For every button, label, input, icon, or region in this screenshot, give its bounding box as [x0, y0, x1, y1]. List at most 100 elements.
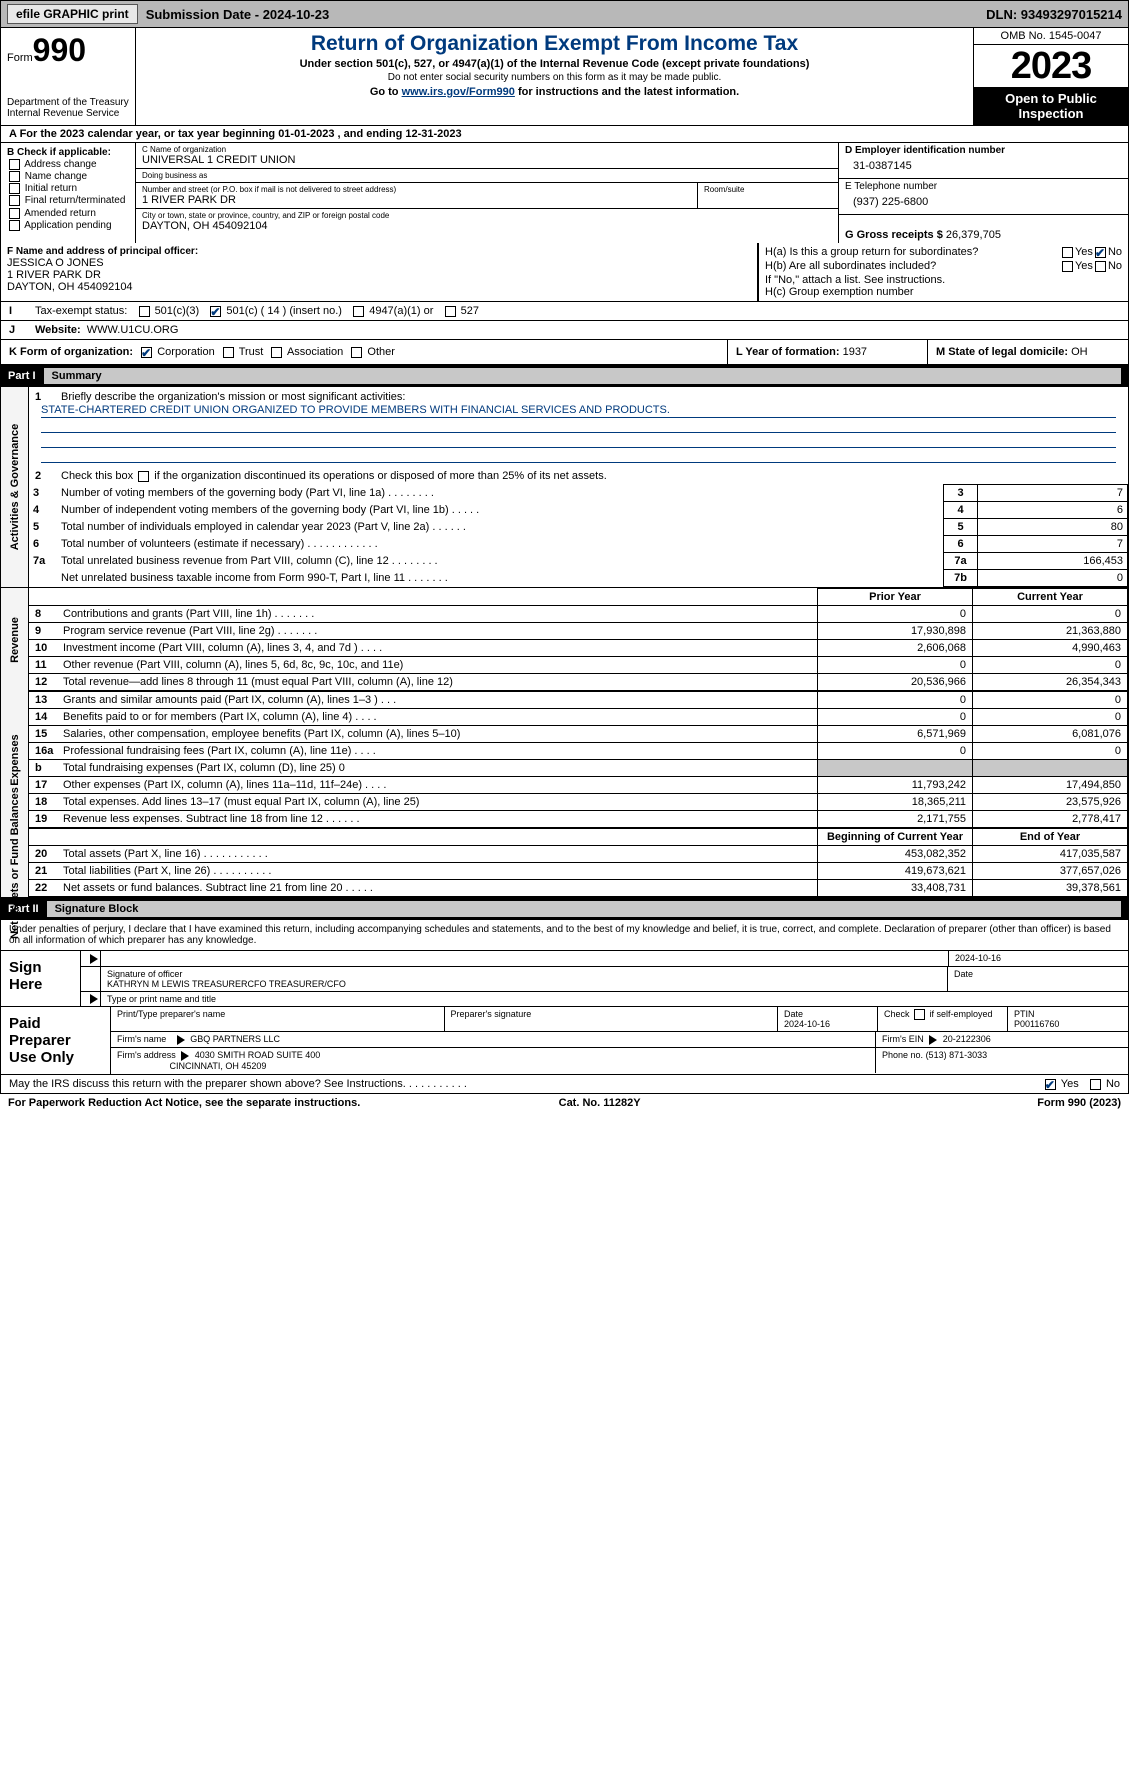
line-1-num: 1: [35, 391, 61, 403]
line-text: Total unrelated business revenue from Pa…: [57, 553, 944, 570]
prior-value: 6,571,969: [818, 726, 973, 743]
line-row: 9Program service revenue (Part VIII, lin…: [29, 623, 818, 640]
line-box: 3: [944, 485, 978, 502]
hb-yes[interactable]: [1062, 261, 1073, 272]
firm-name: GBQ PARTNERS LLC: [190, 1034, 280, 1044]
ha-label: H(a) Is this a group return for subordin…: [765, 246, 1060, 258]
org-name: UNIVERSAL 1 CREDIT UNION: [142, 154, 832, 166]
line-box: 4: [944, 502, 978, 519]
check-corp[interactable]: [141, 347, 152, 358]
perjury-declaration: Under penalties of perjury, I declare th…: [0, 920, 1129, 950]
ha-no[interactable]: [1095, 247, 1106, 258]
website-value: WWW.U1CU.ORG: [87, 324, 179, 336]
gross-value: 26,379,705: [946, 229, 1001, 241]
prior-value: 0: [818, 692, 973, 709]
line-row: 16aProfessional fundraising fees (Part I…: [29, 743, 818, 760]
efile-button[interactable]: efile GRAPHIC print: [7, 4, 138, 24]
line-value: 0: [978, 570, 1128, 587]
check-initial-return[interactable]: Initial return: [7, 183, 129, 194]
line-value: 166,453: [978, 553, 1128, 570]
check-trust[interactable]: [223, 347, 234, 358]
check-amended[interactable]: Amended return: [7, 208, 129, 219]
prior-value: 2,606,068: [818, 640, 973, 657]
current-value: 4,990,463: [973, 640, 1128, 657]
discuss-yes[interactable]: [1045, 1079, 1056, 1090]
hb-label: H(b) Are all subordinates included?: [765, 260, 1060, 272]
line-2-num: 2: [35, 470, 61, 482]
check-app-pending[interactable]: Application pending: [7, 220, 129, 231]
cat-no: Cat. No. 11282Y: [559, 1097, 641, 1109]
current-value: 21,363,880: [973, 623, 1128, 640]
line-row: 11Other revenue (Part VIII, column (A), …: [29, 657, 818, 674]
check-assoc[interactable]: [271, 347, 282, 358]
room-label: Room/suite: [704, 185, 832, 194]
ptin-value: P00116760: [1014, 1019, 1059, 1029]
section-deg: D Employer identification number 31-0387…: [838, 143, 1128, 243]
bcy-hdr: Beginning of Current Year: [818, 829, 973, 846]
ha-yes[interactable]: [1062, 247, 1073, 258]
b-header: B Check if applicable:: [7, 147, 129, 158]
current-value: 377,657,026: [973, 863, 1128, 880]
line-row: 17Other expenses (Part IX, column (A), l…: [29, 777, 818, 794]
ein-label: D Employer identification number: [845, 145, 1122, 156]
section-k: K Form of organization: Corporation Trus…: [1, 340, 728, 364]
irs-label: Internal Revenue Service: [7, 108, 129, 119]
hb-no[interactable]: [1095, 261, 1106, 272]
section-h: H(a) Is this a group return for subordin…: [758, 243, 1128, 301]
ssn-note: Do not enter social security numbers on …: [144, 72, 965, 83]
pra-notice: For Paperwork Reduction Act Notice, see …: [8, 1097, 360, 1109]
firm-addr2: CINCINNATI, OH 45209: [170, 1061, 267, 1071]
line-text: Net unrelated business taxable income fr…: [57, 570, 944, 587]
prior-value: 2,171,755: [818, 811, 973, 828]
line-value: 6: [978, 502, 1128, 519]
form-subtitle: Under section 501(c), 527, or 4947(a)(1)…: [144, 58, 965, 70]
prior-year-hdr: Prior Year: [818, 589, 973, 606]
form-title: Return of Organization Exempt From Incom…: [144, 32, 965, 56]
current-value: 26,354,343: [973, 674, 1128, 691]
net-assets-table: Beginning of Current YearEnd of Year 20T…: [29, 828, 1128, 897]
city-label: City or town, state or province, country…: [142, 211, 832, 220]
line-num: 6: [29, 536, 57, 553]
irs-link[interactable]: www.irs.gov/Form990: [402, 86, 515, 98]
dept-treasury: Department of the Treasury: [7, 97, 129, 108]
phone-value: (937) 225-6800: [845, 192, 1122, 212]
current-value: 6,081,076: [973, 726, 1128, 743]
prior-value: 33,408,731: [818, 880, 973, 897]
current-value: 0: [973, 743, 1128, 760]
current-value: 17,494,850: [973, 777, 1128, 794]
line-value: 7: [978, 536, 1128, 553]
line-box: 7b: [944, 570, 978, 587]
check-4947[interactable]: [353, 306, 364, 317]
check-501c[interactable]: [210, 306, 221, 317]
section-m: M State of legal domicile: OH: [928, 340, 1128, 364]
line-num: 5: [29, 519, 57, 536]
current-value: 417,035,587: [973, 846, 1128, 863]
vtab-revenue: Revenue: [1, 588, 29, 691]
current-value: 2,778,417: [973, 811, 1128, 828]
instructions-link: Go to www.irs.gov/Form990 for instructio…: [144, 86, 965, 98]
prep-sig-label: Preparer's signature: [445, 1007, 779, 1031]
type-name-label: Type or print name and title: [101, 992, 1128, 1007]
section-b: B Check if applicable: Address change Na…: [1, 143, 136, 243]
tax-year: 2023: [974, 45, 1128, 87]
submission-date: Submission Date - 2024-10-23: [146, 7, 330, 22]
check-name-change[interactable]: Name change: [7, 171, 129, 182]
firm-phone: (513) 871-3033: [926, 1050, 988, 1060]
section-l: L Year of formation: 1937: [728, 340, 928, 364]
mission-text: STATE-CHARTERED CREDIT UNION ORGANIZED T…: [41, 404, 1116, 418]
check-final-return[interactable]: Final return/terminated: [7, 195, 129, 206]
check-527[interactable]: [445, 306, 456, 317]
prior-value: 419,673,621: [818, 863, 973, 880]
form-number: Form990: [7, 32, 129, 69]
line-row: 19Revenue less expenses. Subtract line 1…: [29, 811, 818, 828]
check-other[interactable]: [351, 347, 362, 358]
prior-value: 0: [818, 709, 973, 726]
line-box: 5: [944, 519, 978, 536]
cell-grey: [818, 760, 973, 777]
check-501c3[interactable]: [139, 306, 150, 317]
check-discontinued[interactable]: [138, 471, 149, 482]
firm-addr1: 4030 SMITH ROAD SUITE 400: [195, 1050, 321, 1060]
discuss-no[interactable]: [1090, 1079, 1101, 1090]
line-row: 8Contributions and grants (Part VIII, li…: [29, 606, 818, 623]
check-address-change[interactable]: Address change: [7, 159, 129, 170]
